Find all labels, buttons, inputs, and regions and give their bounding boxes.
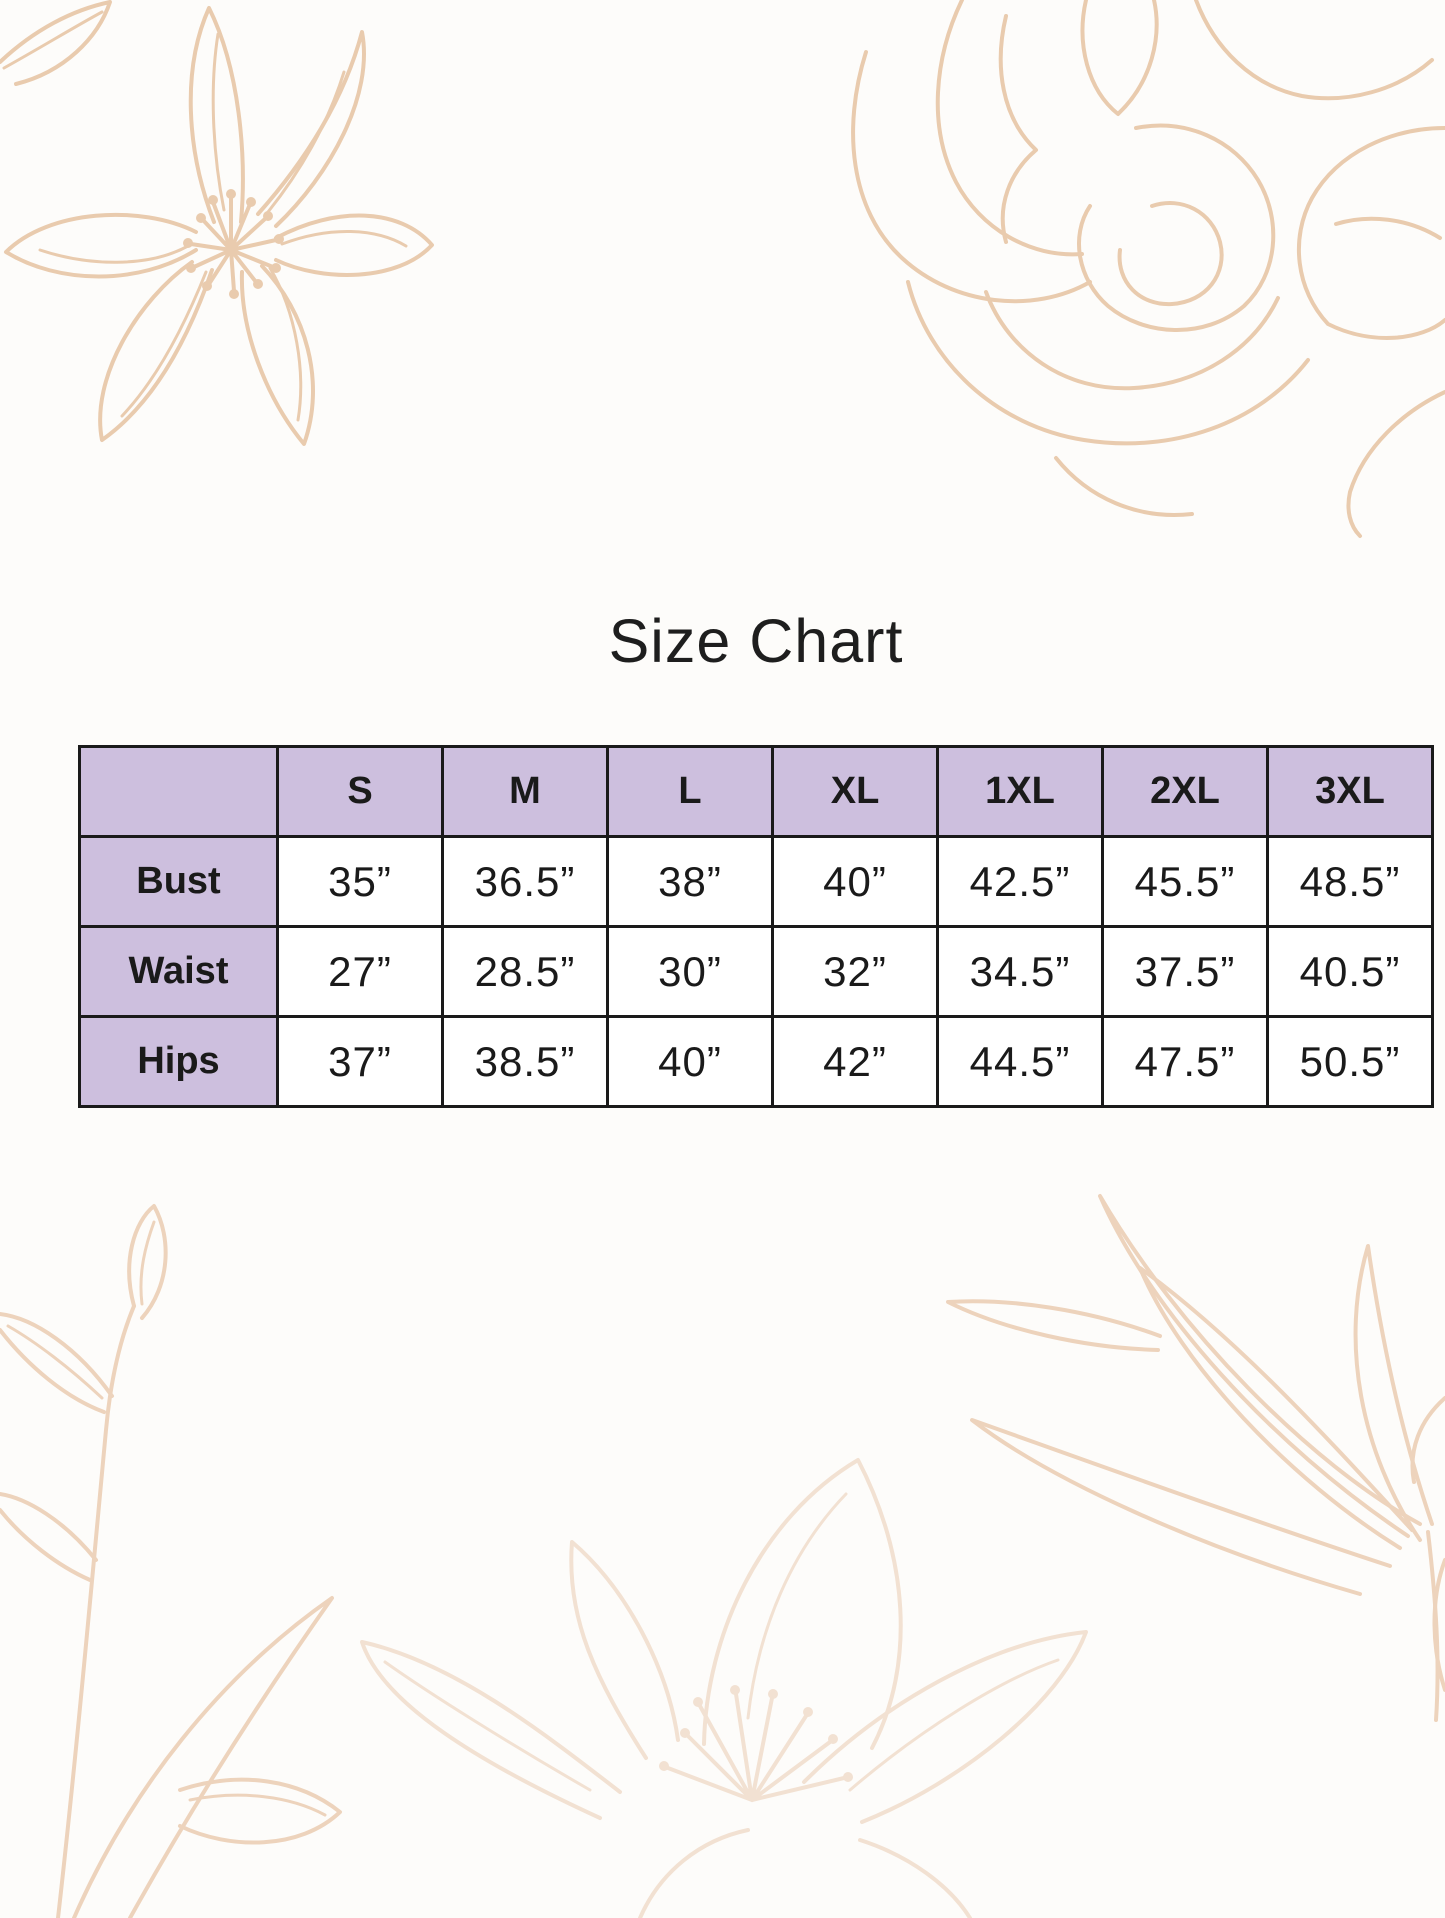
measurement-cell: 42.5”	[936, 835, 1104, 928]
table-header-row: S M L XL 1XL 2XL 3XL	[78, 745, 1434, 838]
measurement-cell: 48.5”	[1266, 835, 1434, 928]
page-title: Size Chart	[608, 607, 904, 675]
measurement-cell: 44.5”	[936, 1015, 1104, 1108]
measurement-cell: 34.5”	[936, 925, 1104, 1018]
clematis-flower-bottom-center-illustration	[360, 1458, 1088, 1918]
row-label-bust: Bust	[78, 835, 279, 928]
measurement-cell: 40”	[771, 835, 939, 928]
measurement-cell: 38.5”	[441, 1015, 609, 1108]
measurement-cell: 40.5”	[1266, 925, 1434, 1018]
row-label-waist: Waist	[78, 925, 279, 1018]
measurement-cell: 38”	[606, 835, 774, 928]
measurement-cell: 42”	[771, 1015, 939, 1108]
measurement-cell: 35”	[276, 835, 444, 928]
corner-header-cell	[78, 745, 279, 838]
measurement-cell: 47.5”	[1101, 1015, 1269, 1108]
measurement-cell: 37”	[276, 1015, 444, 1108]
measurement-cell: 37.5”	[1101, 925, 1269, 1018]
measurement-cell: 27”	[276, 925, 444, 1018]
clematis-flower-top-left-illustration	[0, 0, 434, 446]
size-column-header-1xl: 1XL	[936, 745, 1104, 838]
leaf-spray-bottom-right-illustration	[946, 1194, 1445, 1722]
rose-flower-top-right-illustration	[851, 0, 1445, 538]
size-column-header-2xl: 2XL	[1101, 745, 1269, 838]
size-column-header-xl: XL	[771, 745, 939, 838]
measurement-cell: 30”	[606, 925, 774, 1018]
measurement-cell: 40”	[606, 1015, 774, 1108]
leaf-branch-bottom-left-illustration	[0, 1204, 342, 1918]
size-column-header-3xl: 3XL	[1266, 745, 1434, 838]
size-column-header-s: S	[276, 745, 444, 838]
size-column-header-m: M	[441, 745, 609, 838]
table-row-hips: Hips 37” 38.5” 40” 42” 44.5” 47.5” 50.5”	[78, 1015, 1434, 1108]
measurement-cell: 28.5”	[441, 925, 609, 1018]
measurement-cell: 32”	[771, 925, 939, 1018]
row-label-hips: Hips	[78, 1015, 279, 1108]
table-row-bust: Bust 35” 36.5” 38” 40” 42.5” 45.5” 48.5”	[78, 835, 1434, 928]
size-column-header-l: L	[606, 745, 774, 838]
table-row-waist: Waist 27” 28.5” 30” 32” 34.5” 37.5” 40.5…	[78, 925, 1434, 1018]
size-chart-table: S M L XL 1XL 2XL 3XL Bust 35” 36.5” 38” …	[78, 745, 1434, 1108]
measurement-cell: 50.5”	[1266, 1015, 1434, 1108]
measurement-cell: 36.5”	[441, 835, 609, 928]
measurement-cell: 45.5”	[1101, 835, 1269, 928]
